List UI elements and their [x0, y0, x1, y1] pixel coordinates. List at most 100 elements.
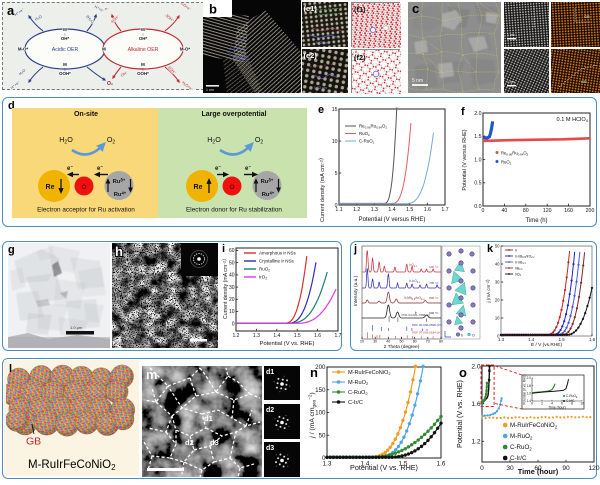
svg-text:1.6: 1.6 [471, 401, 480, 408]
svg-text:b: b [209, 2, 217, 17]
svg-text:2 Theta (degree): 2 Theta (degree) [384, 344, 420, 350]
svg-text:8: 8 [571, 402, 573, 406]
svg-text:1.1: 1.1 [335, 207, 342, 213]
svg-text:700 °C: 700 °C [429, 281, 439, 285]
svg-text:Re: Re [194, 184, 203, 191]
svg-text:1.5: 1.5 [399, 461, 408, 468]
svg-text:800 °C: 800 °C [429, 296, 439, 300]
svg-text:1.2: 1.2 [471, 439, 480, 446]
svg-text:30: 30 [495, 280, 500, 285]
svg-text:4: 4 [551, 402, 553, 406]
svg-text:Ir: Ir [461, 334, 464, 338]
svg-text:1.3: 1.3 [498, 337, 505, 342]
svg-text:1.5: 1.5 [294, 333, 301, 339]
svg-text:C-Ir/C: C-Ir/C [510, 455, 527, 462]
svg-text:1.5: 1.5 [474, 134, 481, 140]
svg-text:C-Ir/C: C-Ir/C [348, 400, 363, 406]
svg-text:1.6: 1.6 [527, 392, 532, 396]
svg-text:Potential (V versus RHE): Potential (V versus RHE) [359, 217, 426, 223]
svg-text:50: 50 [495, 244, 500, 249]
svg-text:GB: GB [26, 436, 41, 448]
svg-text:3OH⁻: 3OH⁻ [165, 13, 176, 23]
svg-text:70: 70 [426, 340, 430, 344]
svg-text:40: 40 [386, 340, 390, 344]
svg-text:e−: e− [67, 164, 73, 172]
svg-text:40: 40 [502, 208, 508, 214]
svg-text:0: 0 [335, 203, 338, 209]
svg-text:40: 40 [495, 262, 500, 267]
svg-text:O: O [81, 184, 86, 191]
svg-text:10: 10 [495, 316, 500, 321]
svg-text:d=0.32 nm: d=0.32 nm [233, 55, 249, 59]
svg-text:1.3: 1.3 [253, 333, 260, 339]
svg-text:1.3: 1.3 [323, 461, 332, 468]
svg-text:Potential (V vs. RHE): Potential (V vs. RHE) [350, 463, 418, 472]
svg-text:200: 200 [586, 208, 595, 214]
svg-text:RuO2: RuO2 [259, 267, 270, 273]
svg-text:1.5: 1.5 [559, 337, 566, 342]
svg-text:M-O*: M-O* [18, 47, 29, 52]
svg-text:Electron acceptor for Ru activ: Electron acceptor for Ru activation [37, 207, 135, 214]
svg-text:H⁺+e⁻: H⁺+e⁻ [94, 5, 105, 14]
svg-text:IrB1.1: IrB1.1 [515, 266, 523, 271]
svg-text:OOH*: OOH* [59, 71, 71, 76]
svg-text:H₂O: H₂O [18, 68, 27, 77]
svg-text:1.8: 1.8 [527, 384, 532, 388]
svg-text:d2: d2 [185, 438, 194, 447]
svg-text:M: M [63, 27, 67, 32]
svg-text:IrO2: IrO2 [259, 275, 267, 281]
svg-text:120: 120 [588, 465, 599, 472]
svg-text:e⁻: e⁻ [105, 7, 109, 11]
svg-text:C-RuO2: C-RuO2 [348, 390, 368, 396]
svg-text:IrO2-x: IrO2-x [409, 263, 418, 268]
svg-text:d3: d3 [210, 438, 219, 447]
svg-text:80: 80 [439, 340, 443, 344]
svg-text:50: 50 [400, 340, 404, 344]
svg-text:M-RuO2: M-RuO2 [510, 433, 533, 440]
svg-text:Re: Re [46, 184, 55, 191]
svg-text:O2: O2 [255, 135, 264, 146]
svg-text:Large overpotential: Large overpotential [202, 111, 267, 118]
svg-text:0.0: 0.0 [474, 204, 481, 210]
svg-text:0: 0 [531, 402, 533, 406]
svg-text:M-RuIrFeCoNiO2: M-RuIrFeCoNiO2 [348, 370, 391, 376]
svg-text:30: 30 [373, 340, 377, 344]
svg-text:80: 80 [523, 208, 529, 214]
svg-text:C-RuO2: C-RuO2 [566, 394, 578, 399]
svg-text:1.4: 1.4 [527, 399, 532, 403]
svg-text:M-RuIrFeCoNiO2: M-RuIrFeCoNiO2 [510, 422, 558, 429]
svg-text:60: 60 [413, 340, 417, 344]
svg-text:H₂O: H₂O [34, 14, 43, 22]
svg-text:60: 60 [229, 248, 235, 254]
svg-text:O2: O2 [107, 135, 116, 146]
svg-text:0: 0 [482, 208, 485, 214]
svg-text:h: h [115, 244, 123, 259]
svg-text:60: 60 [534, 465, 542, 472]
svg-text:M-RuO2: M-RuO2 [348, 380, 369, 386]
svg-text:Current density (mA cm−2): Current density (mA cm−2) [222, 259, 229, 319]
svg-text:O: O [472, 334, 475, 338]
svg-text:1.2: 1.2 [353, 207, 360, 213]
svg-text:0: 0 [322, 455, 326, 462]
svg-text:0: 0 [480, 465, 484, 472]
svg-text:20: 20 [229, 297, 235, 303]
svg-text:0.5: 0.5 [474, 181, 481, 187]
svg-text:2: 2 [541, 402, 543, 406]
svg-text:Crystalline Ir NSs: Crystalline Ir NSs [259, 259, 295, 264]
svg-text:0.1 M HClO4: 0.1 M HClO4 [557, 117, 589, 123]
svg-text:0.25 nm: 0.25 nm [316, 41, 329, 45]
svg-text:GB: GB [584, 14, 590, 19]
svg-text:Re0.06Ru0.94O2: Re0.06Ru0.94O2 [359, 124, 387, 130]
svg-text:200: 200 [315, 364, 326, 371]
svg-text:Amorphous Ir NSs: Amorphous Ir NSs [259, 251, 297, 256]
svg-text:|: | [65, 33, 66, 37]
svg-text:5: 5 [335, 171, 338, 177]
svg-text:1.6: 1.6 [589, 337, 596, 342]
svg-text:Potential (V vs. RHE): Potential (V vs. RHE) [260, 341, 315, 347]
svg-text:Acidic OER: Acidic OER [52, 47, 79, 53]
svg-text:1 nm: 1 nm [507, 33, 515, 37]
svg-text:10: 10 [332, 139, 338, 145]
svg-text:O: O [229, 184, 234, 191]
svg-text:1.4: 1.4 [273, 333, 280, 339]
svg-text:M: M [63, 62, 67, 67]
